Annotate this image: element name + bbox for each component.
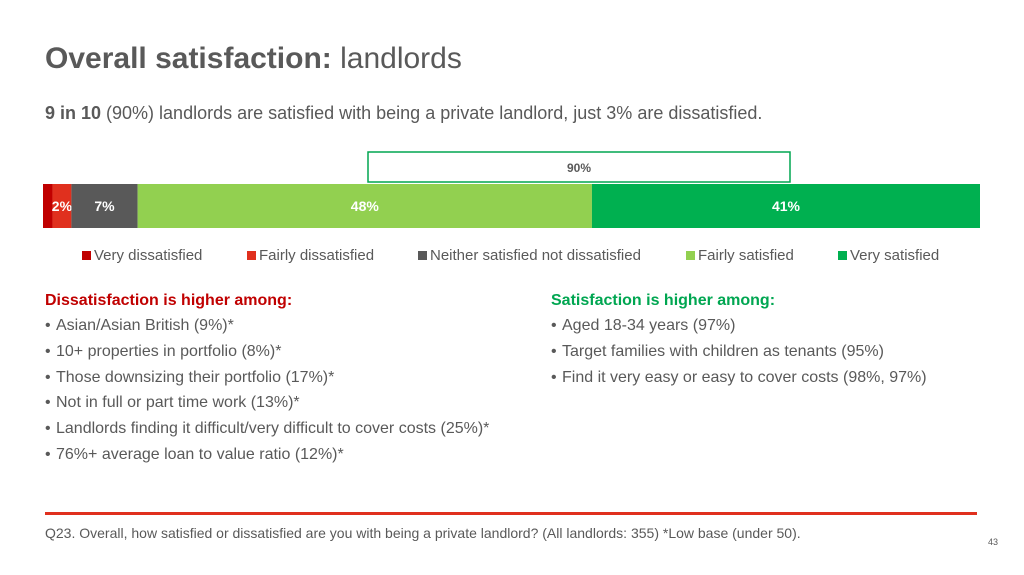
page-title: Overall satisfaction: landlords [45,42,462,76]
bullet-icon: • [45,342,51,360]
dissatisfaction-list: • Asian/Asian British (9%)* • 10+ propertie… [45,313,525,468]
bar-data-label: 48% [351,198,380,214]
legend-item: Fairly satisfied [686,247,794,264]
list-item: • Find it very easy or easy to cover cost… [551,365,991,391]
bar-segment-neither-satisfied-not-dissatisfied [71,184,138,228]
dissatisfaction-heading: Dissatisfaction is higher among: [45,292,293,309]
legend-label: Neither satisfied not dissatisfied [430,247,641,264]
bullet-icon: • [45,445,51,463]
bar-segment-fairly-satisfied [137,184,592,228]
list-item: • Aged 18-34 years (97%) [551,313,991,339]
list-item-text: Those downsizing their portfolio (17%)* [56,368,335,386]
list-item-text: 76%+ average loan to value ratio (12%)* [56,445,344,463]
list-item: • 10+ properties in portfolio (8%)* [45,339,525,365]
bullet-icon: • [551,342,557,360]
list-item-text: Find it very easy or easy to cover costs… [562,368,927,386]
bullet-icon: • [551,368,557,386]
bar-data-label: 7% [94,198,115,214]
subtitle-bold: 9 in 10 [45,103,102,123]
bar-segment-fairly-dissatisfied [52,184,72,228]
bullet-icon: • [45,368,51,386]
satisfaction-list: • Aged 18-34 years (97%) • Target families … [551,313,991,390]
legend-swatch [418,251,427,260]
list-item-text: Not in full or part time work (13%)* [56,394,300,412]
legend-label: Fairly satisfied [698,247,794,264]
legend-item: Neither satisfied not dissatisfied [418,247,641,264]
satisfied-total-label: 90% [567,161,591,175]
legend-label: Very satisfied [850,247,940,264]
list-item-text: Asian/Asian British (9%)* [56,317,234,334]
legend-swatch [247,251,256,260]
list-item-text: 10+ properties in portfolio (8%)* [56,342,282,360]
list-item-text: Landlords finding it difficult/very diff… [56,420,490,438]
bar-data-label: 41% [772,198,801,214]
satisfaction-heading: Satisfaction is higher among: [551,292,776,309]
page-subtitle: 9 in 10 (90%) landlords are satisfied wi… [45,103,762,124]
footnote: Q23. Overall, how satisfied or dissatisf… [45,525,801,541]
legend-swatch [82,251,91,260]
legend-swatch [686,251,695,260]
legend-label: Very dissatisfied [94,247,203,264]
legend-item: Very satisfied [838,247,939,264]
bar-data-label: 2% [52,198,73,214]
list-item: • Not in full or part time work (13%)* [45,390,525,416]
list-item: • Landlords finding it difficult/very dif… [45,416,525,442]
legend-item: Fairly dissatisfied [247,247,374,264]
bullet-icon: • [551,317,557,334]
list-item: • Target families with children as tenant… [551,339,991,365]
title-bold: Overall satisfaction: [45,42,332,75]
bullet-icon: • [45,420,51,438]
bullet-icon: • [45,394,51,412]
dissatisfaction-panel: Dissatisfaction is higher among: • Asian/… [45,292,525,468]
legend-item: Very dissatisfied [82,247,202,264]
list-item: • Those downsizing their portfolio (17%)* [45,365,525,391]
bullet-icon: • [45,317,51,334]
legend-label: Fairly dissatisfied [259,247,375,264]
satisfied-total-box [367,151,791,183]
list-item: • Asian/Asian British (9%)* [45,313,525,339]
list-item: • 76%+ average loan to value ratio (12%)* [45,442,525,468]
page-number: 43 [987,537,998,547]
satisfaction-panel: Satisfaction is higher among: • Aged 18-3… [551,292,991,390]
satisfaction-stacked-bar-chart: 2% 7% 48% 41% 90% [43,151,980,228]
subtitle-rest: (90%) landlords are satisfied with being… [101,103,763,123]
bar-segment-very-satisfied [591,184,980,228]
footer-divider [45,512,977,515]
title-rest: landlords [331,42,462,75]
list-item-text: Target families with children as tenants… [562,342,884,360]
bar-segment-very-dissatisfied [43,184,53,228]
list-item-text: Aged 18-34 years (97%) [562,317,736,334]
legend-swatch [838,251,847,260]
